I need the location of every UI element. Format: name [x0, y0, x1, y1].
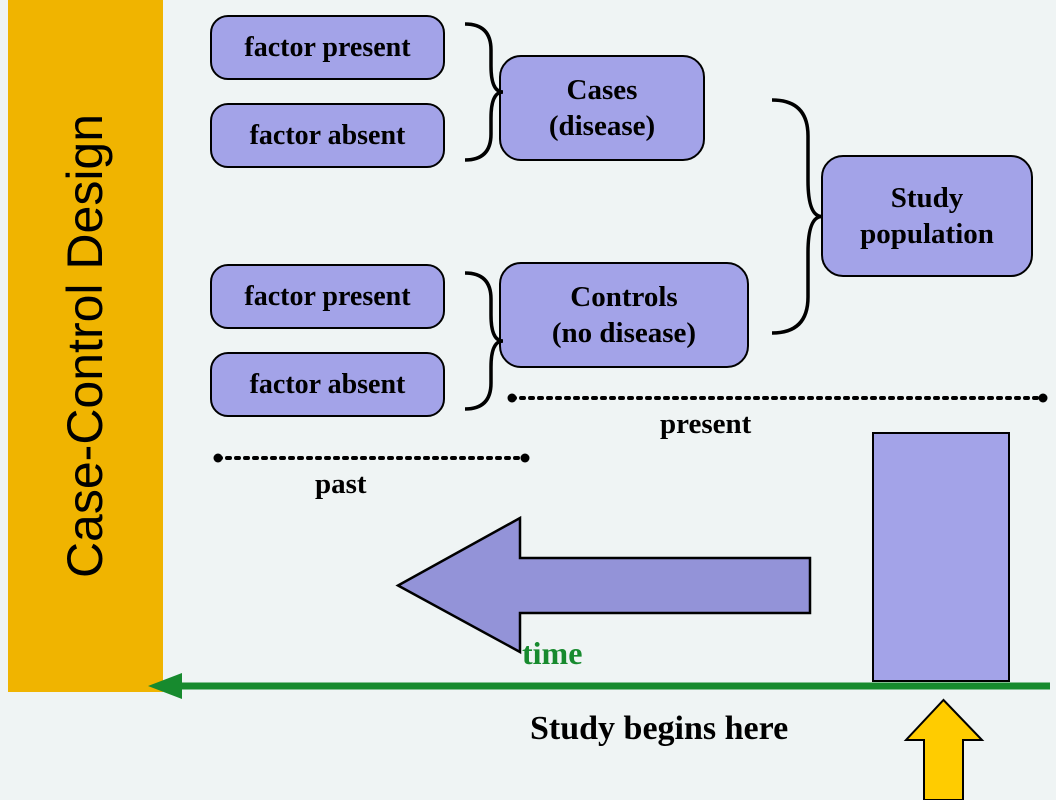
diagram-stage: Case-Control Designfactor presentfactor … — [0, 0, 1056, 800]
study-begins-arrow — [0, 0, 1056, 800]
study-begins-arrow-shape — [906, 700, 982, 800]
